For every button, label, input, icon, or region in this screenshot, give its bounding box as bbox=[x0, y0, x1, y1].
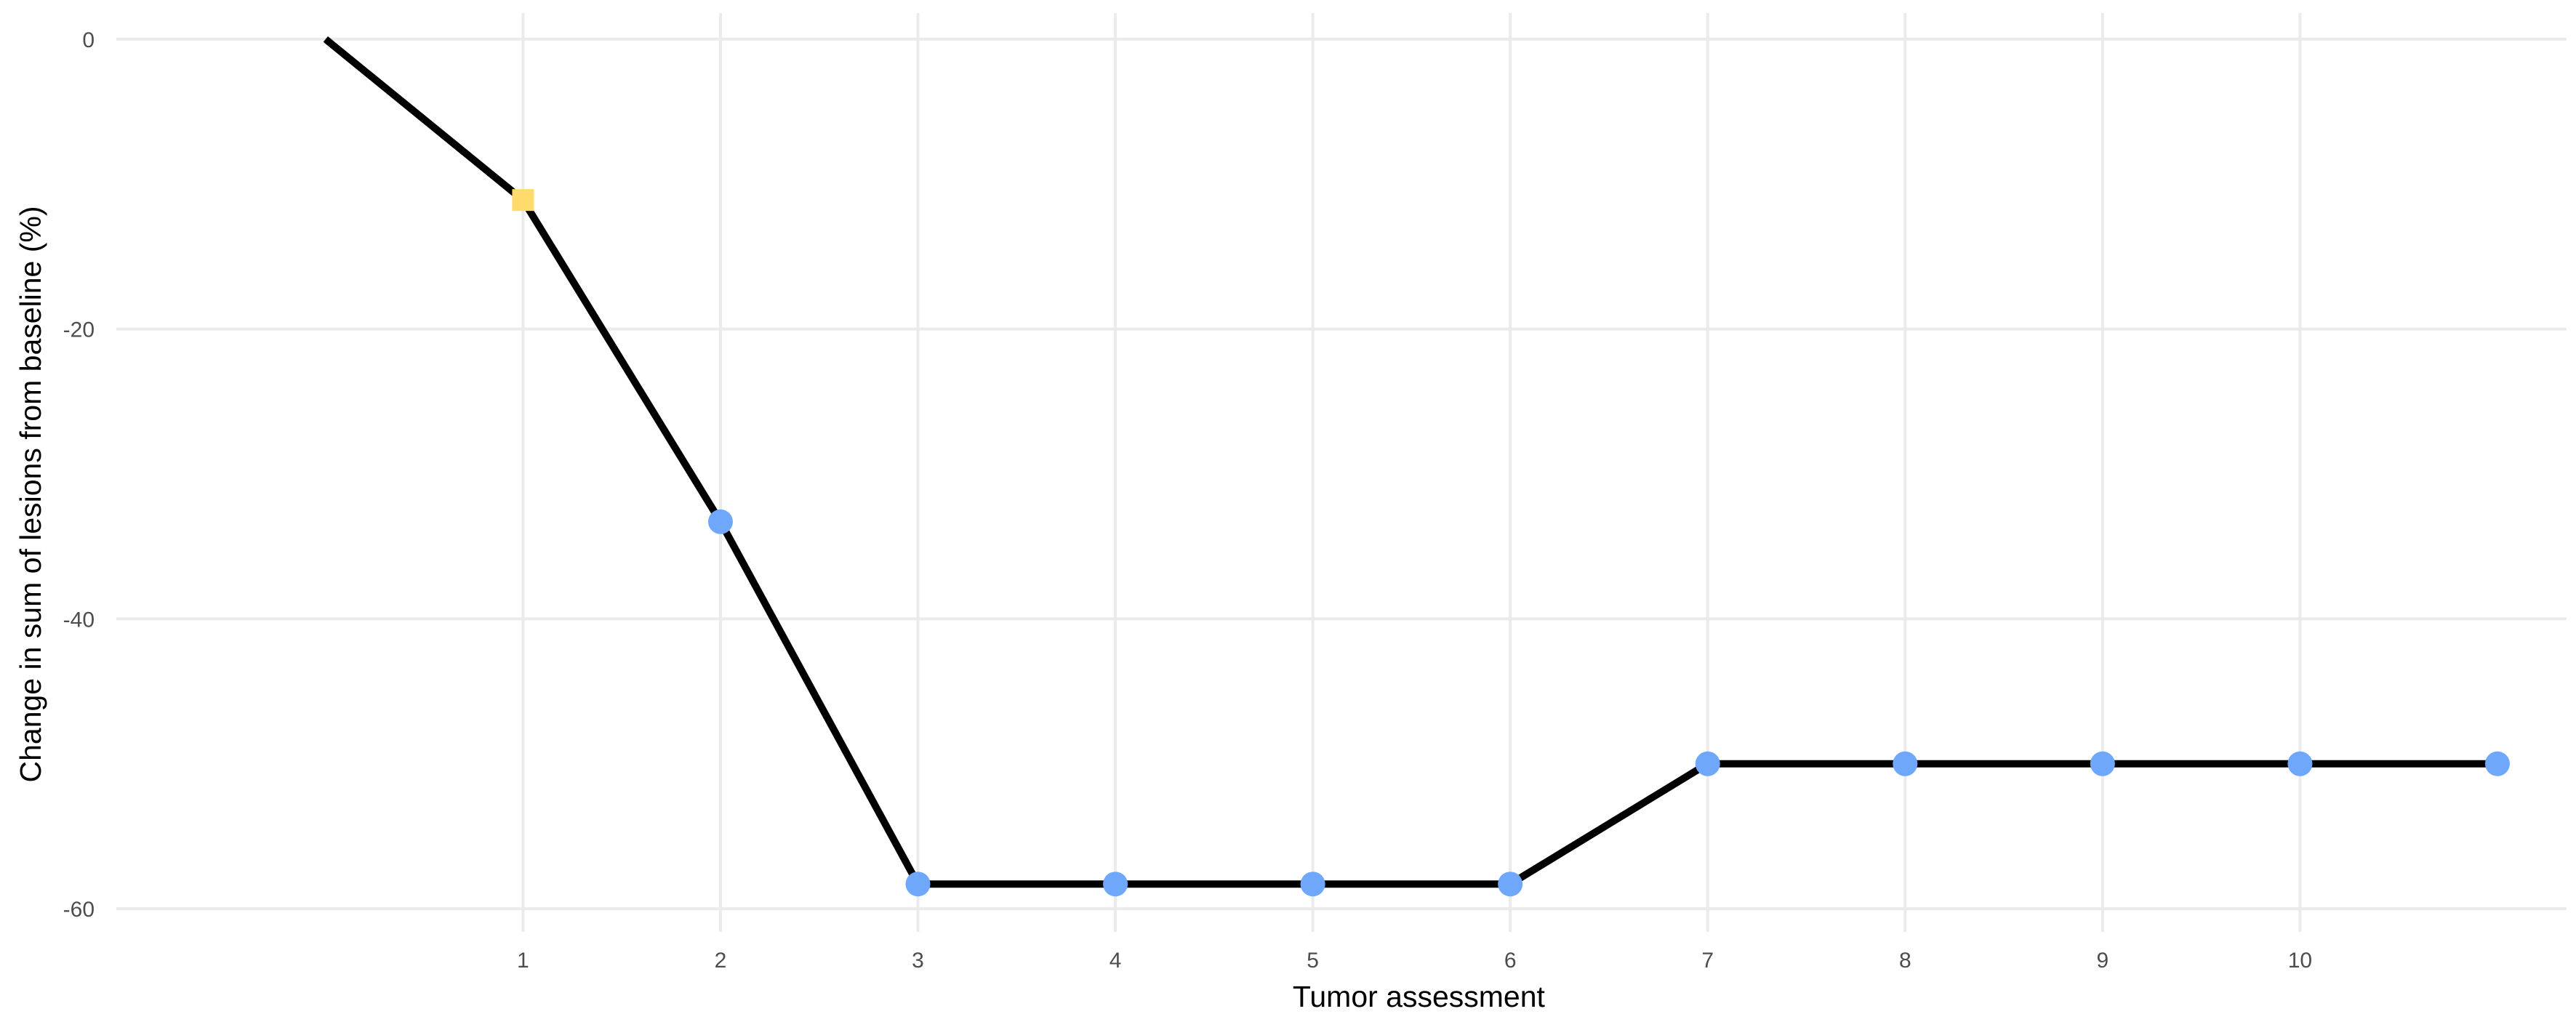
y-tick-label: 0 bbox=[82, 28, 95, 52]
y-tick-label: -60 bbox=[63, 898, 95, 922]
grid bbox=[116, 13, 2567, 932]
x-tick-label: 7 bbox=[1701, 949, 1714, 973]
x-tick-label: 1 bbox=[517, 949, 529, 973]
data-point bbox=[2090, 751, 2115, 776]
x-tick-label: 4 bbox=[1110, 949, 1122, 973]
data-point bbox=[2287, 751, 2313, 776]
x-tick-label: 10 bbox=[2288, 949, 2312, 973]
data-point bbox=[1300, 872, 1325, 897]
data-point bbox=[1695, 751, 1720, 776]
x-tick-label: 2 bbox=[715, 949, 727, 973]
data-point bbox=[1893, 751, 1918, 776]
data-point bbox=[707, 509, 733, 534]
data-points bbox=[512, 189, 2510, 897]
x-tick-label: 3 bbox=[912, 949, 924, 973]
series-line bbox=[323, 36, 2497, 888]
x-tick-label: 5 bbox=[1307, 949, 1319, 973]
series-line-group bbox=[323, 36, 2497, 888]
data-point bbox=[1103, 872, 1128, 897]
data-point bbox=[1498, 872, 1523, 897]
x-tick-label: 9 bbox=[2097, 949, 2109, 973]
x-tick-label: 8 bbox=[1899, 949, 1911, 973]
data-point-square bbox=[512, 189, 534, 212]
x-tick-label: 6 bbox=[1504, 949, 1517, 973]
y-tick-label: -20 bbox=[63, 318, 95, 342]
y-axis-title: Change in sum of lesions from baseline (… bbox=[14, 206, 47, 782]
y-tick-label: -40 bbox=[63, 608, 95, 632]
data-point bbox=[905, 872, 931, 897]
data-point bbox=[2484, 751, 2510, 776]
tick-labels: 1 2 3 4 5 6 7 8 9 10 0 -20 -40 -60 bbox=[63, 28, 2312, 973]
x-axis-title: Tumor assessment bbox=[1293, 980, 1546, 1013]
